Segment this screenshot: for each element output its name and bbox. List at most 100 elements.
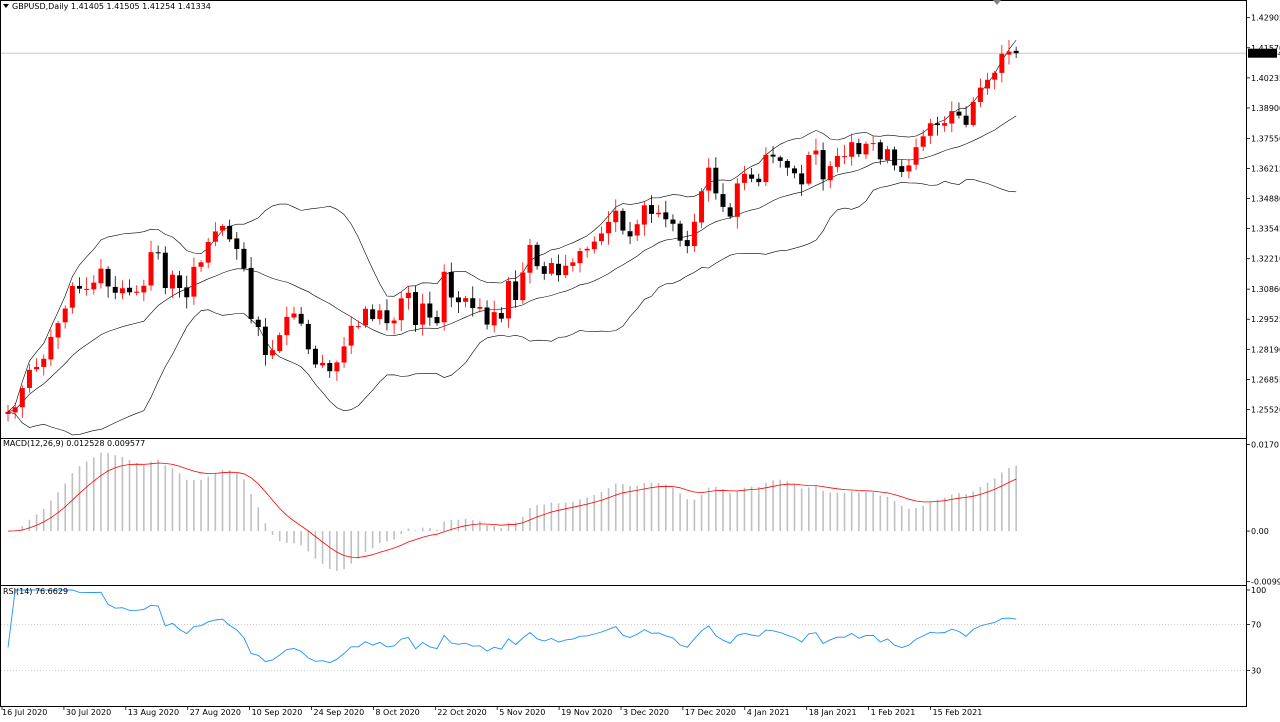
candle[interactable] (563, 254, 569, 278)
candle[interactable] (899, 160, 905, 177)
candle[interactable] (884, 145, 890, 164)
candle[interactable] (977, 78, 983, 107)
candle[interactable] (212, 222, 218, 247)
candle[interactable] (262, 318, 268, 366)
candle[interactable] (291, 306, 297, 320)
candle[interactable] (741, 165, 747, 191)
candle[interactable] (91, 275, 97, 295)
candle[interactable] (834, 147, 840, 173)
candle[interactable] (441, 264, 447, 331)
candle[interactable] (620, 208, 626, 235)
candle[interactable] (119, 280, 125, 300)
candle[interactable] (427, 291, 433, 326)
candle[interactable] (849, 133, 855, 166)
candle[interactable] (277, 332, 283, 354)
candle[interactable] (541, 261, 547, 280)
candle[interactable] (370, 304, 376, 322)
candle[interactable] (548, 257, 554, 276)
candle[interactable] (305, 319, 311, 355)
candle[interactable] (663, 200, 669, 228)
candle[interactable] (713, 157, 719, 200)
candle[interactable] (420, 293, 426, 336)
candle[interactable] (520, 262, 526, 304)
candle[interactable] (334, 360, 340, 381)
candle[interactable] (448, 262, 454, 308)
candle[interactable] (84, 277, 90, 296)
candle[interactable] (820, 142, 826, 191)
candle[interactable] (169, 270, 175, 298)
candle[interactable] (598, 226, 604, 246)
price-panel[interactable] (1, 39, 1246, 436)
candle[interactable] (684, 230, 690, 254)
candle[interactable] (634, 219, 640, 241)
candle[interactable] (670, 214, 676, 232)
candle[interactable] (162, 246, 168, 295)
candle[interactable] (842, 144, 848, 165)
candle[interactable] (477, 298, 483, 313)
candle[interactable] (806, 151, 812, 186)
candle[interactable] (413, 286, 419, 332)
macd-panel[interactable] (7, 452, 1017, 571)
candle[interactable] (398, 291, 404, 332)
candle[interactable] (506, 276, 511, 328)
candle[interactable] (920, 129, 926, 152)
candle[interactable] (98, 258, 104, 289)
candle[interactable] (956, 102, 962, 119)
candle[interactable] (77, 277, 82, 294)
candle[interactable] (363, 306, 368, 328)
candle[interactable] (949, 101, 955, 133)
candle[interactable] (863, 141, 869, 159)
candle[interactable] (312, 345, 318, 368)
candle[interactable] (1006, 39, 1012, 65)
candle[interactable] (463, 295, 469, 308)
candle[interactable] (691, 213, 697, 252)
candle[interactable] (327, 360, 333, 378)
candle[interactable] (470, 286, 476, 317)
candle[interactable] (141, 279, 147, 302)
candle[interactable] (191, 257, 197, 305)
candle[interactable] (320, 354, 326, 369)
candle[interactable] (405, 286, 411, 310)
candle[interactable] (799, 164, 805, 196)
candle[interactable] (770, 146, 776, 164)
candle[interactable] (341, 337, 347, 368)
candle[interactable] (1013, 46, 1019, 59)
autoscroll-marker-icon[interactable] (993, 0, 1001, 5)
candle[interactable] (270, 339, 276, 359)
candle[interactable] (727, 203, 733, 219)
candle[interactable] (41, 354, 47, 376)
candle[interactable] (112, 276, 118, 300)
candle[interactable] (184, 275, 190, 309)
candle[interactable] (656, 204, 662, 218)
candle[interactable] (134, 285, 140, 296)
candle[interactable] (756, 173, 762, 187)
candle[interactable] (241, 242, 247, 272)
rsi-panel[interactable] (1, 589, 1246, 671)
candle[interactable] (19, 385, 25, 418)
candle[interactable] (391, 317, 397, 335)
candle[interactable] (527, 238, 533, 284)
candle[interactable] (734, 178, 740, 229)
candle[interactable] (248, 256, 254, 324)
triangle-down-icon[interactable] (3, 4, 9, 8)
candle[interactable] (784, 159, 790, 176)
candle[interactable] (777, 155, 783, 168)
candle[interactable] (55, 320, 61, 349)
candle[interactable] (963, 106, 969, 128)
candle[interactable] (255, 316, 261, 336)
candle[interactable] (970, 97, 976, 127)
candle[interactable] (355, 320, 361, 329)
candle[interactable] (927, 118, 933, 144)
candle[interactable] (792, 165, 797, 179)
candle[interactable] (627, 222, 633, 245)
candle[interactable] (127, 279, 133, 296)
candle[interactable] (942, 116, 948, 132)
candle[interactable] (148, 240, 154, 291)
candle[interactable] (155, 245, 161, 260)
candle[interactable] (892, 146, 898, 171)
candle[interactable] (513, 270, 519, 308)
candle[interactable] (220, 224, 225, 237)
candle[interactable] (298, 307, 304, 327)
candle[interactable] (348, 316, 354, 354)
